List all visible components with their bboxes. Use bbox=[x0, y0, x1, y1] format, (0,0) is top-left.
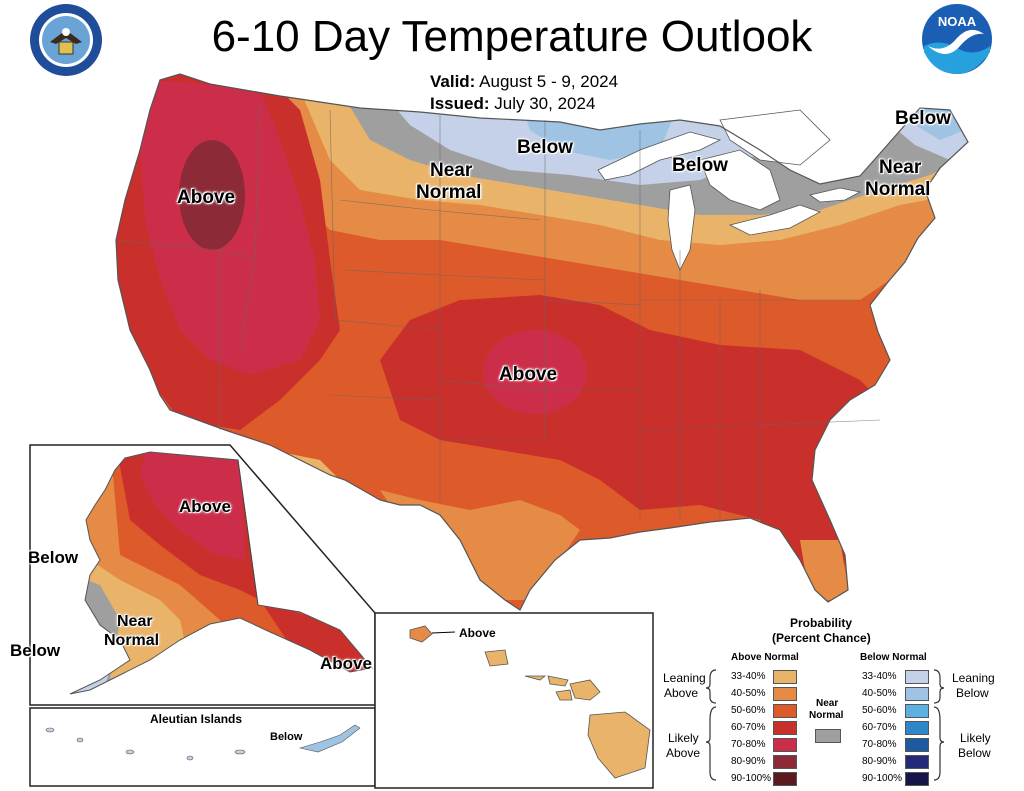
legend-likely-below-2: Below bbox=[958, 746, 991, 760]
legend-above-swatch-6 bbox=[773, 772, 797, 786]
legend-below-range-6: 90-100% bbox=[862, 773, 903, 784]
legend-below-range-3: 60-70% bbox=[862, 722, 897, 733]
valid-value: August 5 - 9, 2024 bbox=[479, 72, 619, 91]
noaa-logo-text: NOAA bbox=[938, 14, 977, 29]
issued-value: July 30, 2024 bbox=[494, 94, 596, 113]
valid-row: Valid: August 5 - 9, 2024 bbox=[430, 72, 618, 92]
map-label-north-near: Near bbox=[430, 160, 473, 181]
legend-below-range-0: 33-40% bbox=[862, 671, 897, 682]
legend-above-header: Above Normal bbox=[731, 652, 799, 663]
legend-below-swatch-5 bbox=[905, 755, 929, 769]
map-label-lakes-below: Below bbox=[672, 155, 728, 176]
page-title: 6-10 Day Temperature Outlook bbox=[211, 12, 813, 61]
ak-label-near: Near bbox=[117, 613, 153, 630]
legend-above-range-5: 80-90% bbox=[731, 756, 766, 767]
legend-below-range-5: 80-90% bbox=[862, 756, 897, 767]
ak-label-below-west: Below bbox=[28, 548, 79, 567]
legend-likely-above-1: Likely bbox=[668, 731, 699, 745]
issued-row: Issued: July 30, 2024 bbox=[430, 94, 595, 114]
map-label-ne-near: Near bbox=[879, 157, 922, 178]
legend-leaning-below-2: Below bbox=[956, 686, 989, 700]
ak-label-above-north: Above bbox=[179, 497, 231, 516]
legend-below-swatch-3 bbox=[905, 721, 929, 735]
legend-below-swatch-1 bbox=[905, 687, 929, 701]
legend-below-range-2: 50-60% bbox=[862, 705, 897, 716]
legend-above-range-3: 60-70% bbox=[731, 722, 766, 733]
legend-likely-above-2: Above bbox=[666, 746, 701, 760]
legend-leaning-above-1: Leaning bbox=[663, 671, 706, 685]
legend-near-1: Near bbox=[816, 698, 839, 709]
legend-below-range-1: 40-50% bbox=[862, 688, 897, 699]
aleutian-below: Below bbox=[270, 731, 303, 743]
legend-below-swatch-0 bbox=[905, 670, 929, 684]
legend-near-2: Normal bbox=[809, 710, 844, 721]
aleutian-title: Aleutian Islands bbox=[150, 712, 243, 726]
legend-leaning-above-2: Above bbox=[664, 686, 699, 700]
ak-label-normal: Normal bbox=[104, 632, 160, 649]
map-label-west-above: Above bbox=[177, 187, 236, 208]
legend-leaning-below-1: Leaning bbox=[952, 671, 995, 685]
legend-above-range-0: 33-40% bbox=[731, 671, 766, 682]
hawaii-above: Above bbox=[459, 626, 496, 640]
legend-below-swatch-4 bbox=[905, 738, 929, 752]
valid-label: Valid: bbox=[430, 72, 476, 91]
map-label-north-normal: Normal bbox=[416, 182, 482, 203]
map-label-ne-normal: Normal bbox=[865, 179, 931, 200]
legend-below-swatch-2 bbox=[905, 704, 929, 718]
map-label-north-below: Below bbox=[517, 137, 573, 158]
legend-title-1: Probability bbox=[790, 616, 853, 630]
legend-title-2: (Percent Chance) bbox=[772, 631, 871, 645]
legend-above-range-6: 90-100% bbox=[731, 773, 772, 784]
legend-above-range-1: 40-50% bbox=[731, 688, 766, 699]
legend-above-swatch-0 bbox=[773, 670, 797, 684]
legend-above-range-4: 70-80% bbox=[731, 739, 766, 750]
legend-above-range-2: 50-60% bbox=[731, 705, 766, 716]
legend-likely-below-1: Likely bbox=[960, 731, 991, 745]
legend-below-header: Below Normal bbox=[860, 652, 927, 663]
doc-seal-icon bbox=[30, 4, 102, 76]
legend-below-range-4: 70-80% bbox=[862, 739, 897, 750]
legend-above-swatch-5 bbox=[773, 755, 797, 769]
map-label-central-above: Above bbox=[499, 364, 558, 385]
legend-above-swatch-2 bbox=[773, 704, 797, 718]
issued-label: Issued: bbox=[430, 94, 490, 113]
noaa-logo-icon: NOAA bbox=[922, 4, 992, 74]
legend-below-swatch-6 bbox=[905, 772, 929, 786]
ak-label-below-sw: Below bbox=[10, 641, 61, 660]
map-label-ne-below: Below bbox=[895, 108, 951, 129]
ak-label-above-se: Above bbox=[320, 654, 372, 673]
legend-near-swatch bbox=[815, 729, 841, 743]
legend-above-swatch-3 bbox=[773, 721, 797, 735]
legend-above-swatch-1 bbox=[773, 687, 797, 701]
legend-above-swatch-4 bbox=[773, 738, 797, 752]
